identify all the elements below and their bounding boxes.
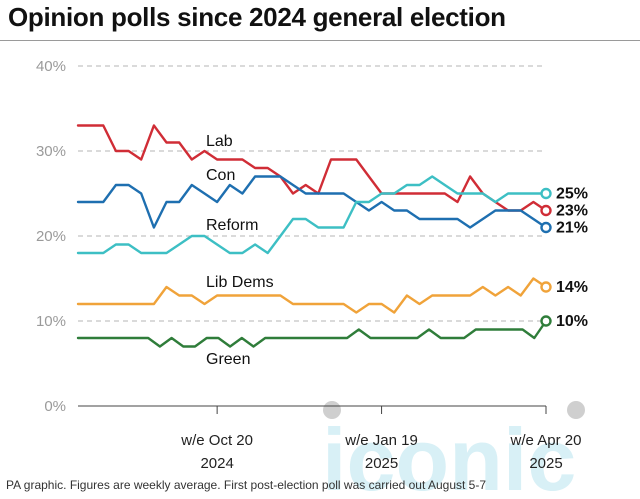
series-end-value-label: 23% — [556, 203, 588, 220]
series-line-lab — [76, 124, 548, 212]
series-end-marker — [540, 281, 552, 293]
series-end-marker — [540, 315, 552, 327]
series-line-con — [76, 175, 548, 229]
series-name-label: Green — [206, 351, 250, 368]
series-end-marker — [540, 204, 552, 217]
y-tick-label: 30% — [36, 143, 66, 160]
grid-layer — [78, 65, 546, 322]
watermark-text: iconic — [322, 410, 576, 499]
x-tick-label: w/e Oct 20 — [180, 432, 253, 449]
y-tick-label: 10% — [36, 313, 66, 330]
title-divider — [0, 40, 640, 41]
series-line-reform — [76, 175, 548, 255]
x-tick-year-label: 2025 — [365, 455, 398, 472]
series-name-label: Lab — [206, 133, 233, 150]
y-tick-label: 0% — [44, 398, 66, 415]
chart-title: Opinion polls since 2024 general electio… — [8, 2, 506, 32]
series-line-green — [76, 319, 548, 348]
x-tick-label: w/e Jan 19 — [344, 432, 418, 449]
axis-layer: 0% 10% 20% 30% 40% w/e Oct 20 2024 w/e Jan 19 20… — [36, 58, 581, 472]
series-name-label: Reform — [206, 217, 258, 234]
series-end-marker — [540, 221, 552, 234]
x-tick-year-label: 2025 — [529, 455, 562, 472]
x-tick-label: w/e Apr 20 — [510, 432, 582, 449]
y-tick-label: 40% — [36, 58, 66, 75]
y-tick-label: 20% — [36, 228, 66, 245]
x-tick-year-label: 2024 — [200, 455, 233, 472]
series-end-value-label: 25% — [556, 186, 588, 203]
series-line-lib-dems — [76, 277, 548, 314]
series-end-marker — [540, 187, 552, 200]
source-footnote: PA graphic. Figures are weekly average. … — [6, 478, 487, 492]
label-layer: 23% Lab 21% Con 25% Reform 14% Lib Dems 10% Green — [206, 133, 588, 368]
series-end-value-label: 14% — [556, 279, 588, 296]
series-end-value-label: 21% — [556, 220, 588, 237]
watermark-dot — [567, 401, 585, 419]
watermark-layer: iconic — [322, 401, 585, 499]
series-layer — [76, 124, 552, 348]
series-end-value-label: 10% — [556, 313, 588, 330]
series-name-label: Lib Dems — [206, 274, 274, 291]
series-name-label: Con — [206, 167, 235, 184]
